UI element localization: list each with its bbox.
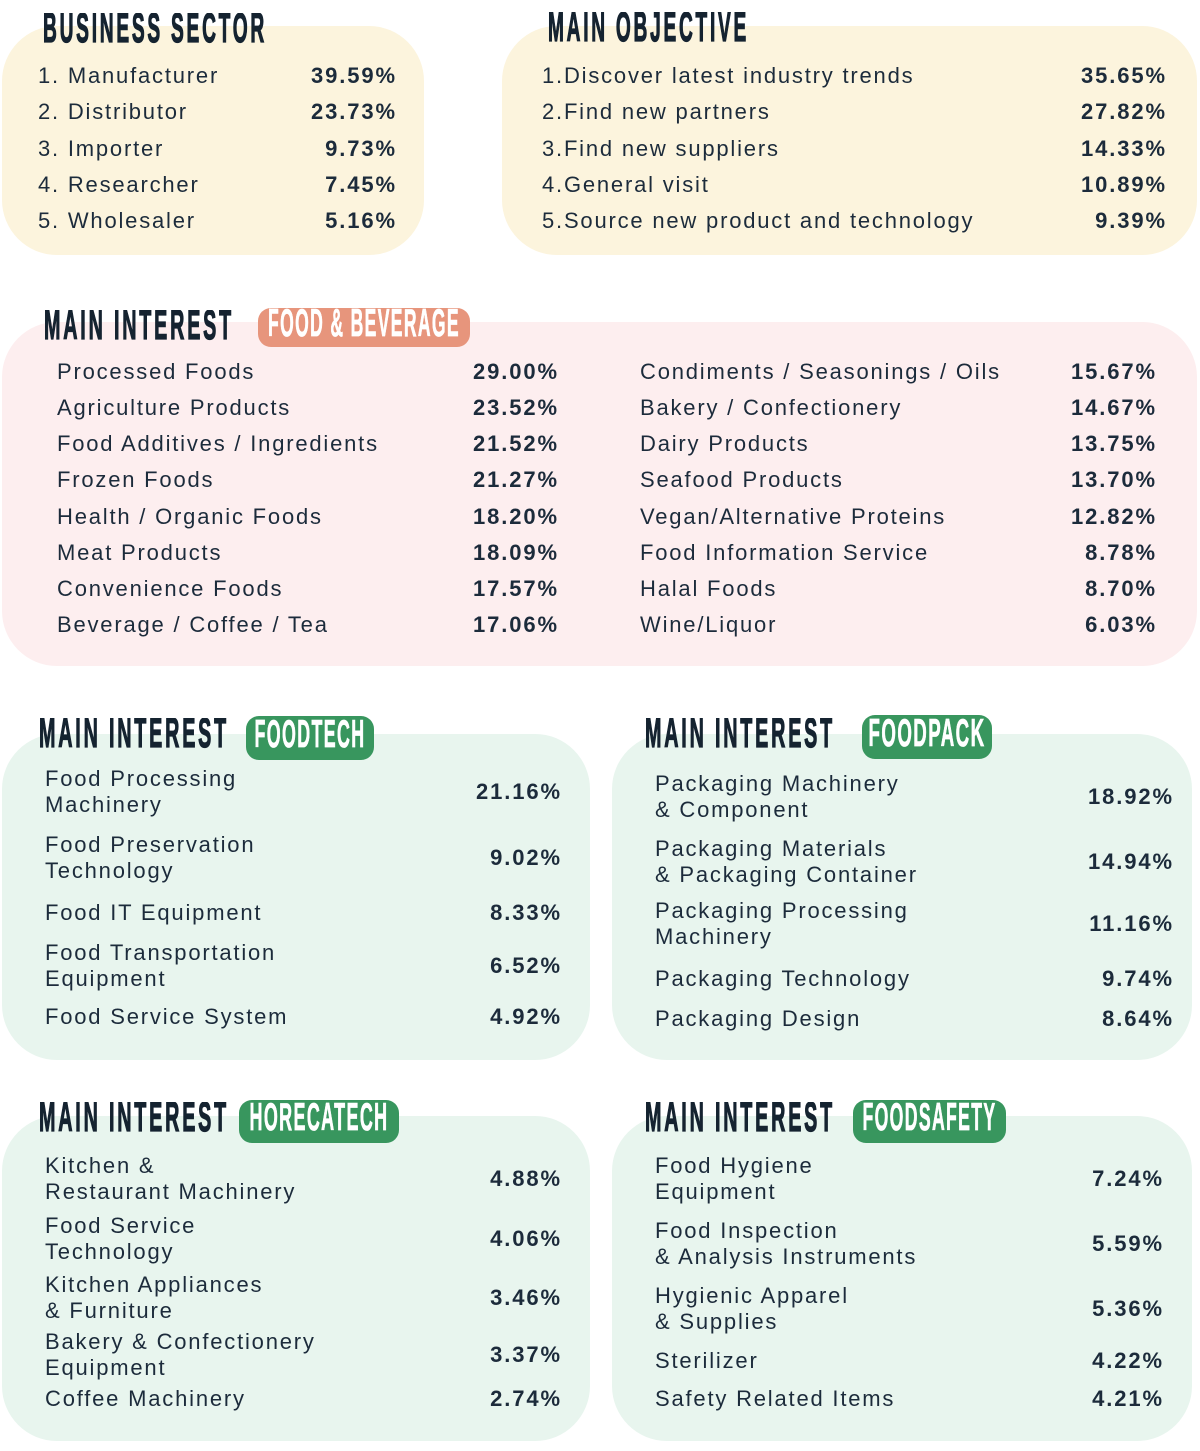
svg-text:MAIN OBJECTIVE: MAIN OBJECTIVE [548,12,749,50]
svg-text:HORECATECH: HORECATECH [250,1100,389,1139]
svg-text:MAIN INTEREST: MAIN INTEREST [39,718,229,756]
svg-text:MAIN INTEREST: MAIN INTEREST [645,718,835,756]
svg-text:MAIN INTEREST: MAIN INTEREST [39,1102,229,1140]
svg-text:FOODPACK: FOODPACK [869,715,986,755]
svg-text:BUSINESS SECTOR: BUSINESS SECTOR [43,13,267,51]
svg-text:FOOD & BEVERAGE: FOOD & BEVERAGE [268,308,460,345]
svg-text:FOODSAFETY: FOODSAFETY [863,1100,997,1139]
svg-text:MAIN INTEREST: MAIN INTEREST [44,310,234,348]
svg-text:FOODTECH: FOODTECH [255,716,366,756]
svg-text:MAIN INTEREST: MAIN INTEREST [645,1102,835,1140]
